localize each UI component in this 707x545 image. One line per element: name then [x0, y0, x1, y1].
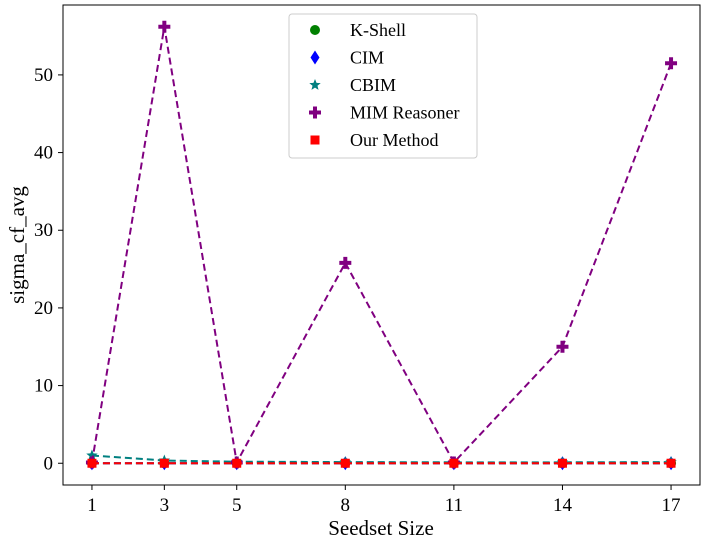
data-point-our-method: [666, 458, 676, 468]
y-axis-ticks: 0 10 20 30 40 50: [34, 65, 63, 474]
x-tick-label: 11: [445, 495, 463, 516]
series-cbim: [86, 449, 677, 468]
series-our-method: [87, 458, 676, 468]
legend-marker-mim-reasoner: [309, 106, 321, 119]
data-point-mim-reasoner: [665, 57, 678, 70]
legend-entry-cim: CIM: [310, 48, 384, 68]
legend-marker-our-method: [310, 135, 320, 145]
legend-entry-mim-reasoner: MIM Reasoner: [309, 103, 459, 123]
data-point-mim-reasoner: [556, 340, 569, 353]
data-point-our-method: [159, 458, 169, 468]
x-tick-label: 1: [87, 495, 97, 516]
y-tick-label: 0: [44, 453, 54, 474]
legend-box: [288, 13, 478, 159]
y-tick-label: 20: [34, 298, 53, 319]
data-point-our-method: [340, 458, 350, 468]
x-tick-label: 8: [341, 495, 351, 516]
x-tick-label: 14: [553, 495, 573, 516]
y-tick-label: 50: [34, 65, 53, 86]
legend-entry-k-shell: K-Shell: [310, 20, 406, 40]
legend-marker-k-shell: [310, 25, 320, 35]
y-tick-label: 10: [34, 376, 53, 397]
data-point-mim-reasoner: [158, 20, 171, 33]
legend-marker-cim: [310, 50, 320, 65]
legend-entry-cbim: CBIM: [309, 75, 396, 95]
plot-frame: [62, 4, 701, 486]
x-axis-ticks: 1 3 5 8 11 14 17: [87, 485, 681, 516]
legend-label-mim-reasoner: MIM Reasoner: [350, 103, 459, 123]
legend-label-cbim: CBIM: [350, 75, 396, 95]
y-tick-label: 30: [34, 220, 53, 241]
y-tick-label: 40: [34, 143, 53, 164]
legend-entry-our-method: Our Method: [310, 130, 439, 150]
x-tick-label: 17: [662, 495, 681, 516]
data-point-our-method: [232, 458, 242, 468]
data-point-cbim: [86, 449, 98, 461]
series-layer: [85, 20, 678, 471]
x-axis-label: Seedset Size: [328, 516, 434, 540]
legend-label-our-method: Our Method: [350, 130, 439, 150]
legend-marker-cbim: [309, 79, 321, 90]
data-point-our-method: [557, 458, 567, 468]
x-tick-label: 5: [232, 495, 242, 516]
legend-label-cim: CIM: [350, 48, 384, 68]
y-axis-label: sigma_cf_avg: [5, 186, 29, 304]
series-line-cbim: [91, 454, 672, 464]
data-point-our-method: [87, 458, 97, 468]
legend: K-Shell CIM CBIM MIM Reasoner Our Method: [288, 13, 478, 159]
x-tick-label: 3: [160, 495, 170, 516]
data-point-mim-reasoner: [339, 256, 352, 269]
legend-label-k-shell: K-Shell: [350, 20, 406, 40]
data-point-our-method: [449, 458, 459, 468]
